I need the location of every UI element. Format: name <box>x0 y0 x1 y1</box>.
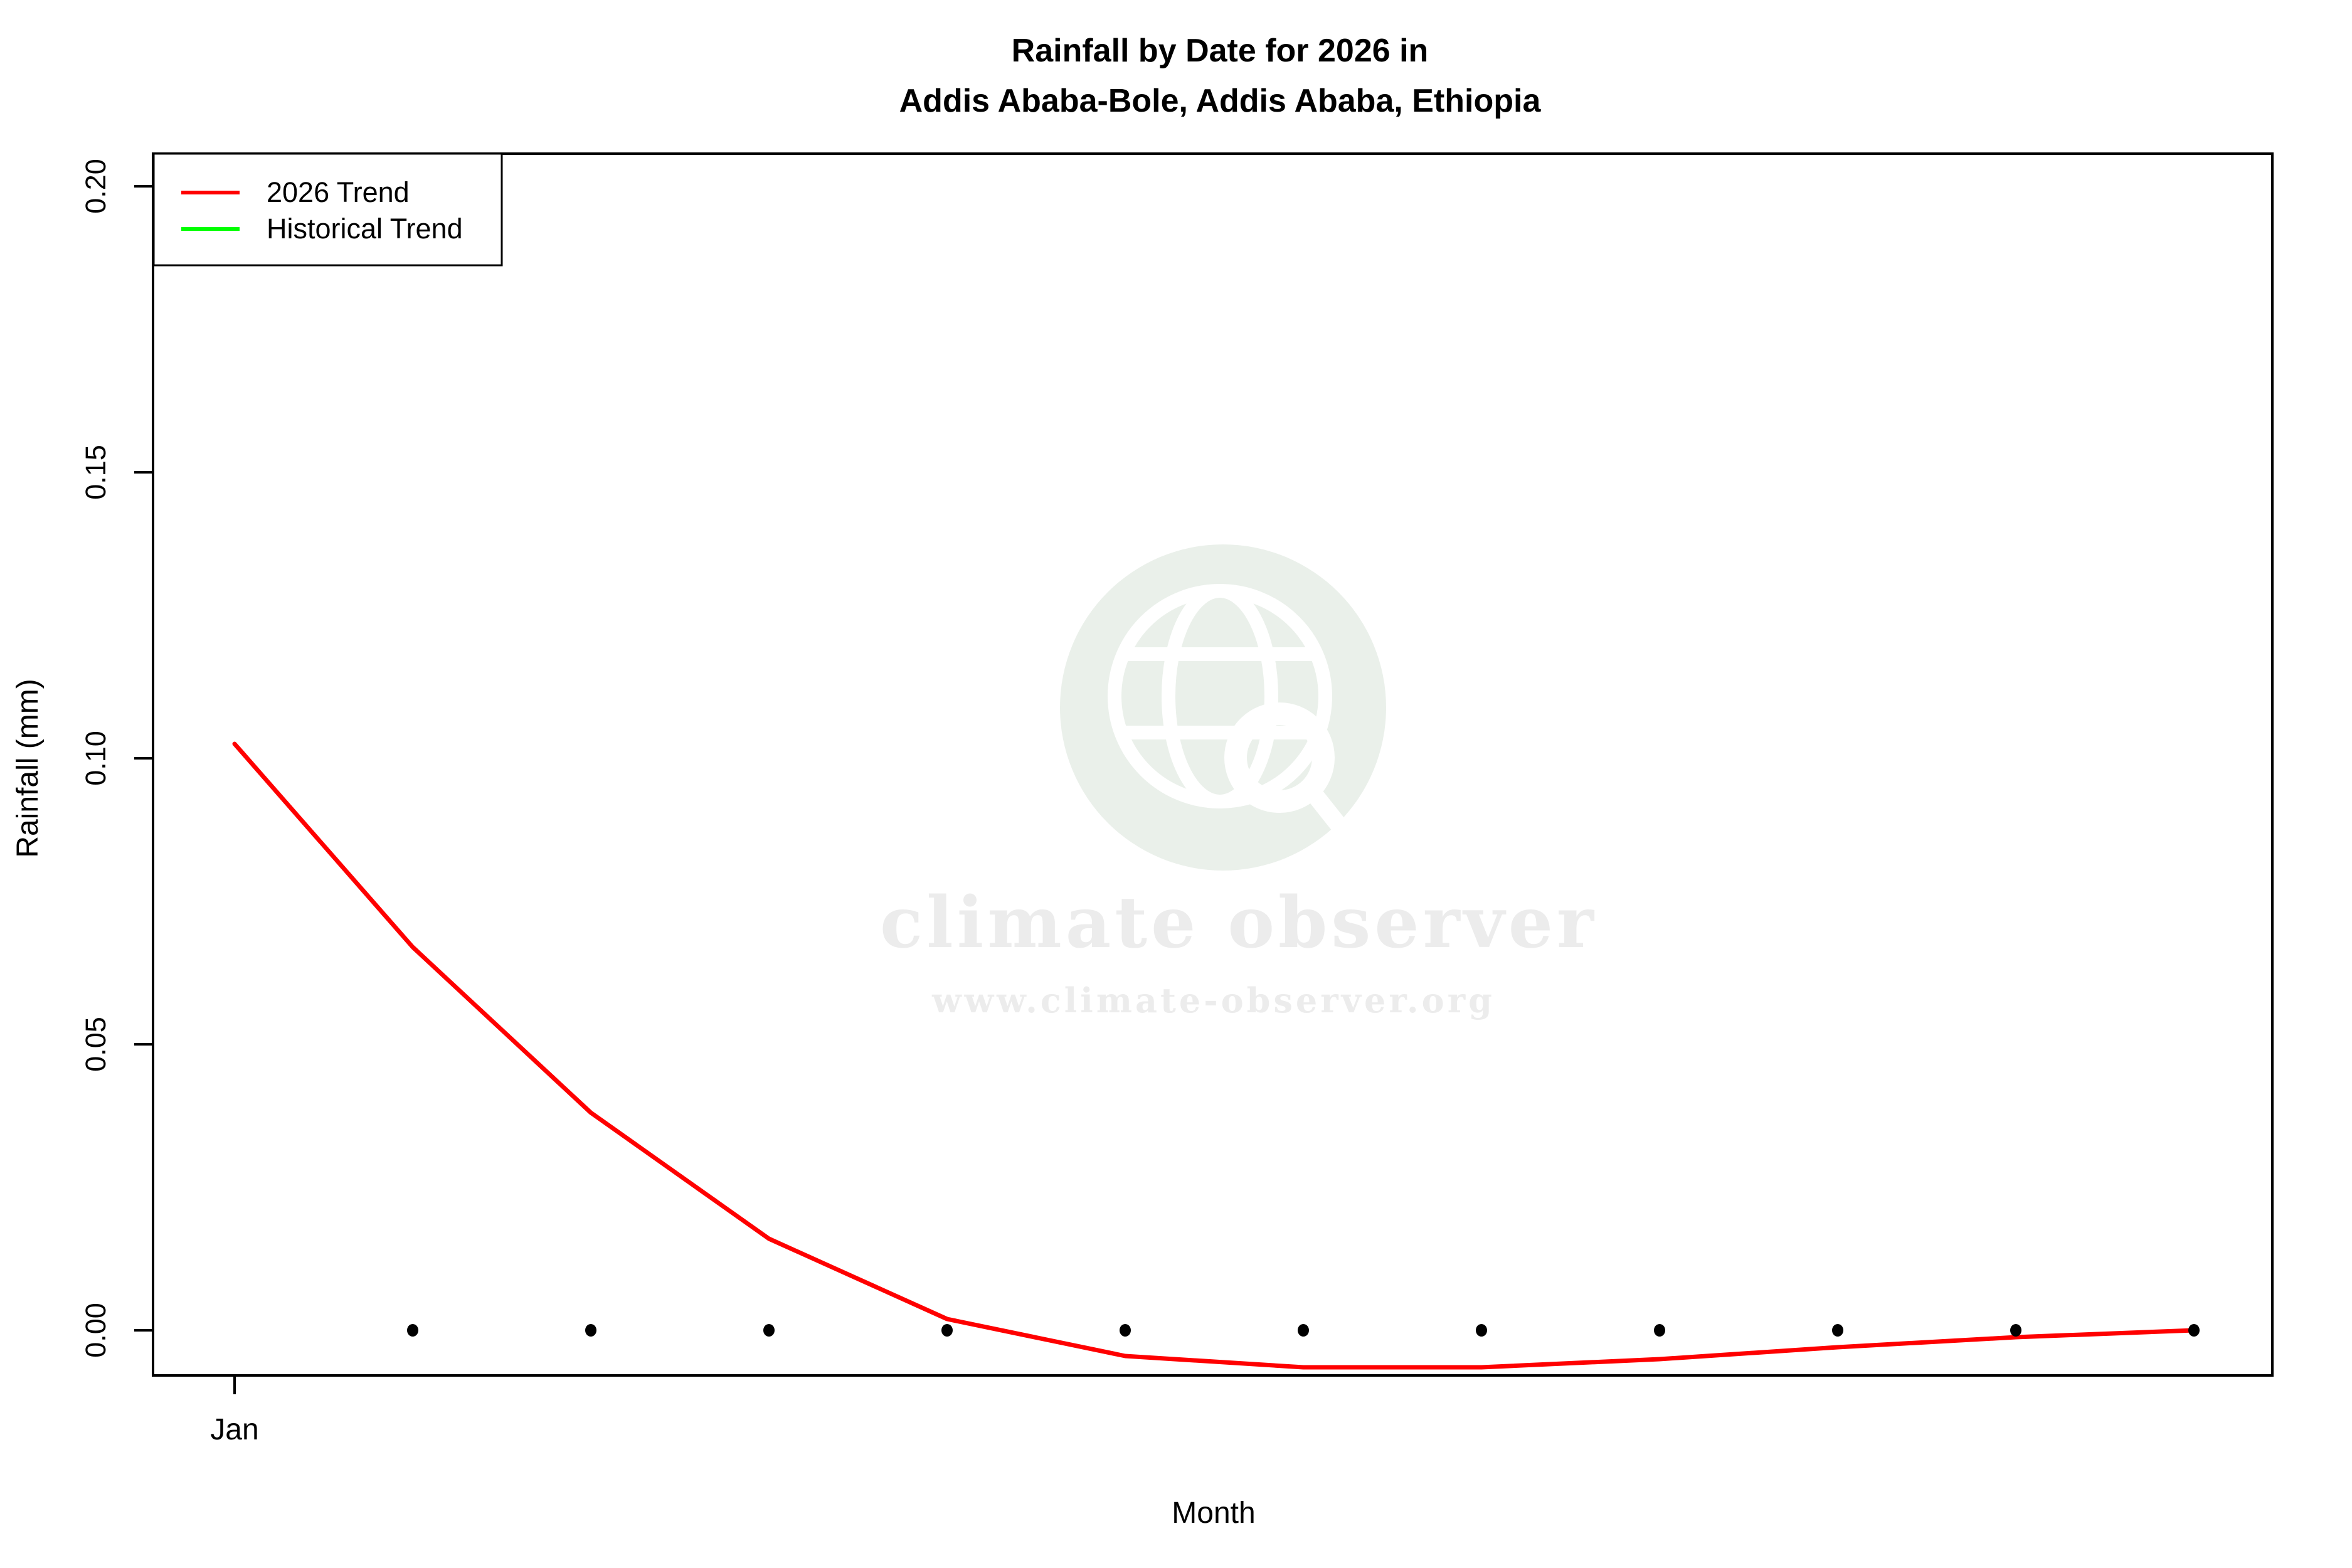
data-point <box>1832 1324 1843 1337</box>
trend-line-2026-trend <box>232 741 2196 1370</box>
y-tick-label: 0.05 <box>80 1017 112 1072</box>
y-axis: 0.00 0.05 0.10 0.15 0.20 <box>80 159 153 1358</box>
legend-box <box>152 152 503 267</box>
data-points-group <box>407 1324 2200 1337</box>
chart-title-line1: Rainfall by Date for 2026 in <box>1012 33 1429 69</box>
watermark-brand-text: climate observer <box>880 882 1597 964</box>
data-point <box>407 1324 418 1337</box>
x-axis: Jan <box>210 1375 259 1446</box>
watermark: climate observer www.climate-observer.or… <box>880 544 1597 1020</box>
plot-border <box>152 152 2274 1377</box>
data-point <box>941 1324 953 1337</box>
y-tick-label: 0.15 <box>80 445 112 500</box>
data-point <box>1298 1324 1309 1337</box>
trend-line-group <box>232 741 2196 1370</box>
legend: 2026 Trend Historical Trend <box>152 152 503 267</box>
legend-label-historical: Historical Trend <box>267 213 463 245</box>
data-point <box>1654 1324 1665 1337</box>
magnifier-icon <box>1224 702 1350 837</box>
y-tick-label: 0.10 <box>80 731 112 786</box>
y-tick-label: 0.20 <box>80 159 112 214</box>
data-point <box>763 1324 775 1337</box>
y-axis-title: Rainfall (mm) <box>11 679 45 857</box>
data-point <box>2010 1324 2021 1337</box>
globe-icon <box>1108 584 1332 808</box>
x-axis-title: Month <box>1172 1496 1255 1530</box>
data-point <box>1120 1324 1131 1337</box>
watermark-url-text: www.climate-observer.org <box>931 980 1495 1020</box>
data-point <box>585 1324 596 1337</box>
data-point <box>2188 1324 2200 1337</box>
chart-title-line2: Addis Ababa-Bole, Addis Ababa, Ethiopia <box>899 83 1542 119</box>
y-tick-label: 0.00 <box>80 1303 112 1358</box>
legend-label-2026: 2026 Trend <box>267 176 410 208</box>
x-tick-label: Jan <box>210 1413 258 1446</box>
data-point <box>1476 1324 1487 1337</box>
